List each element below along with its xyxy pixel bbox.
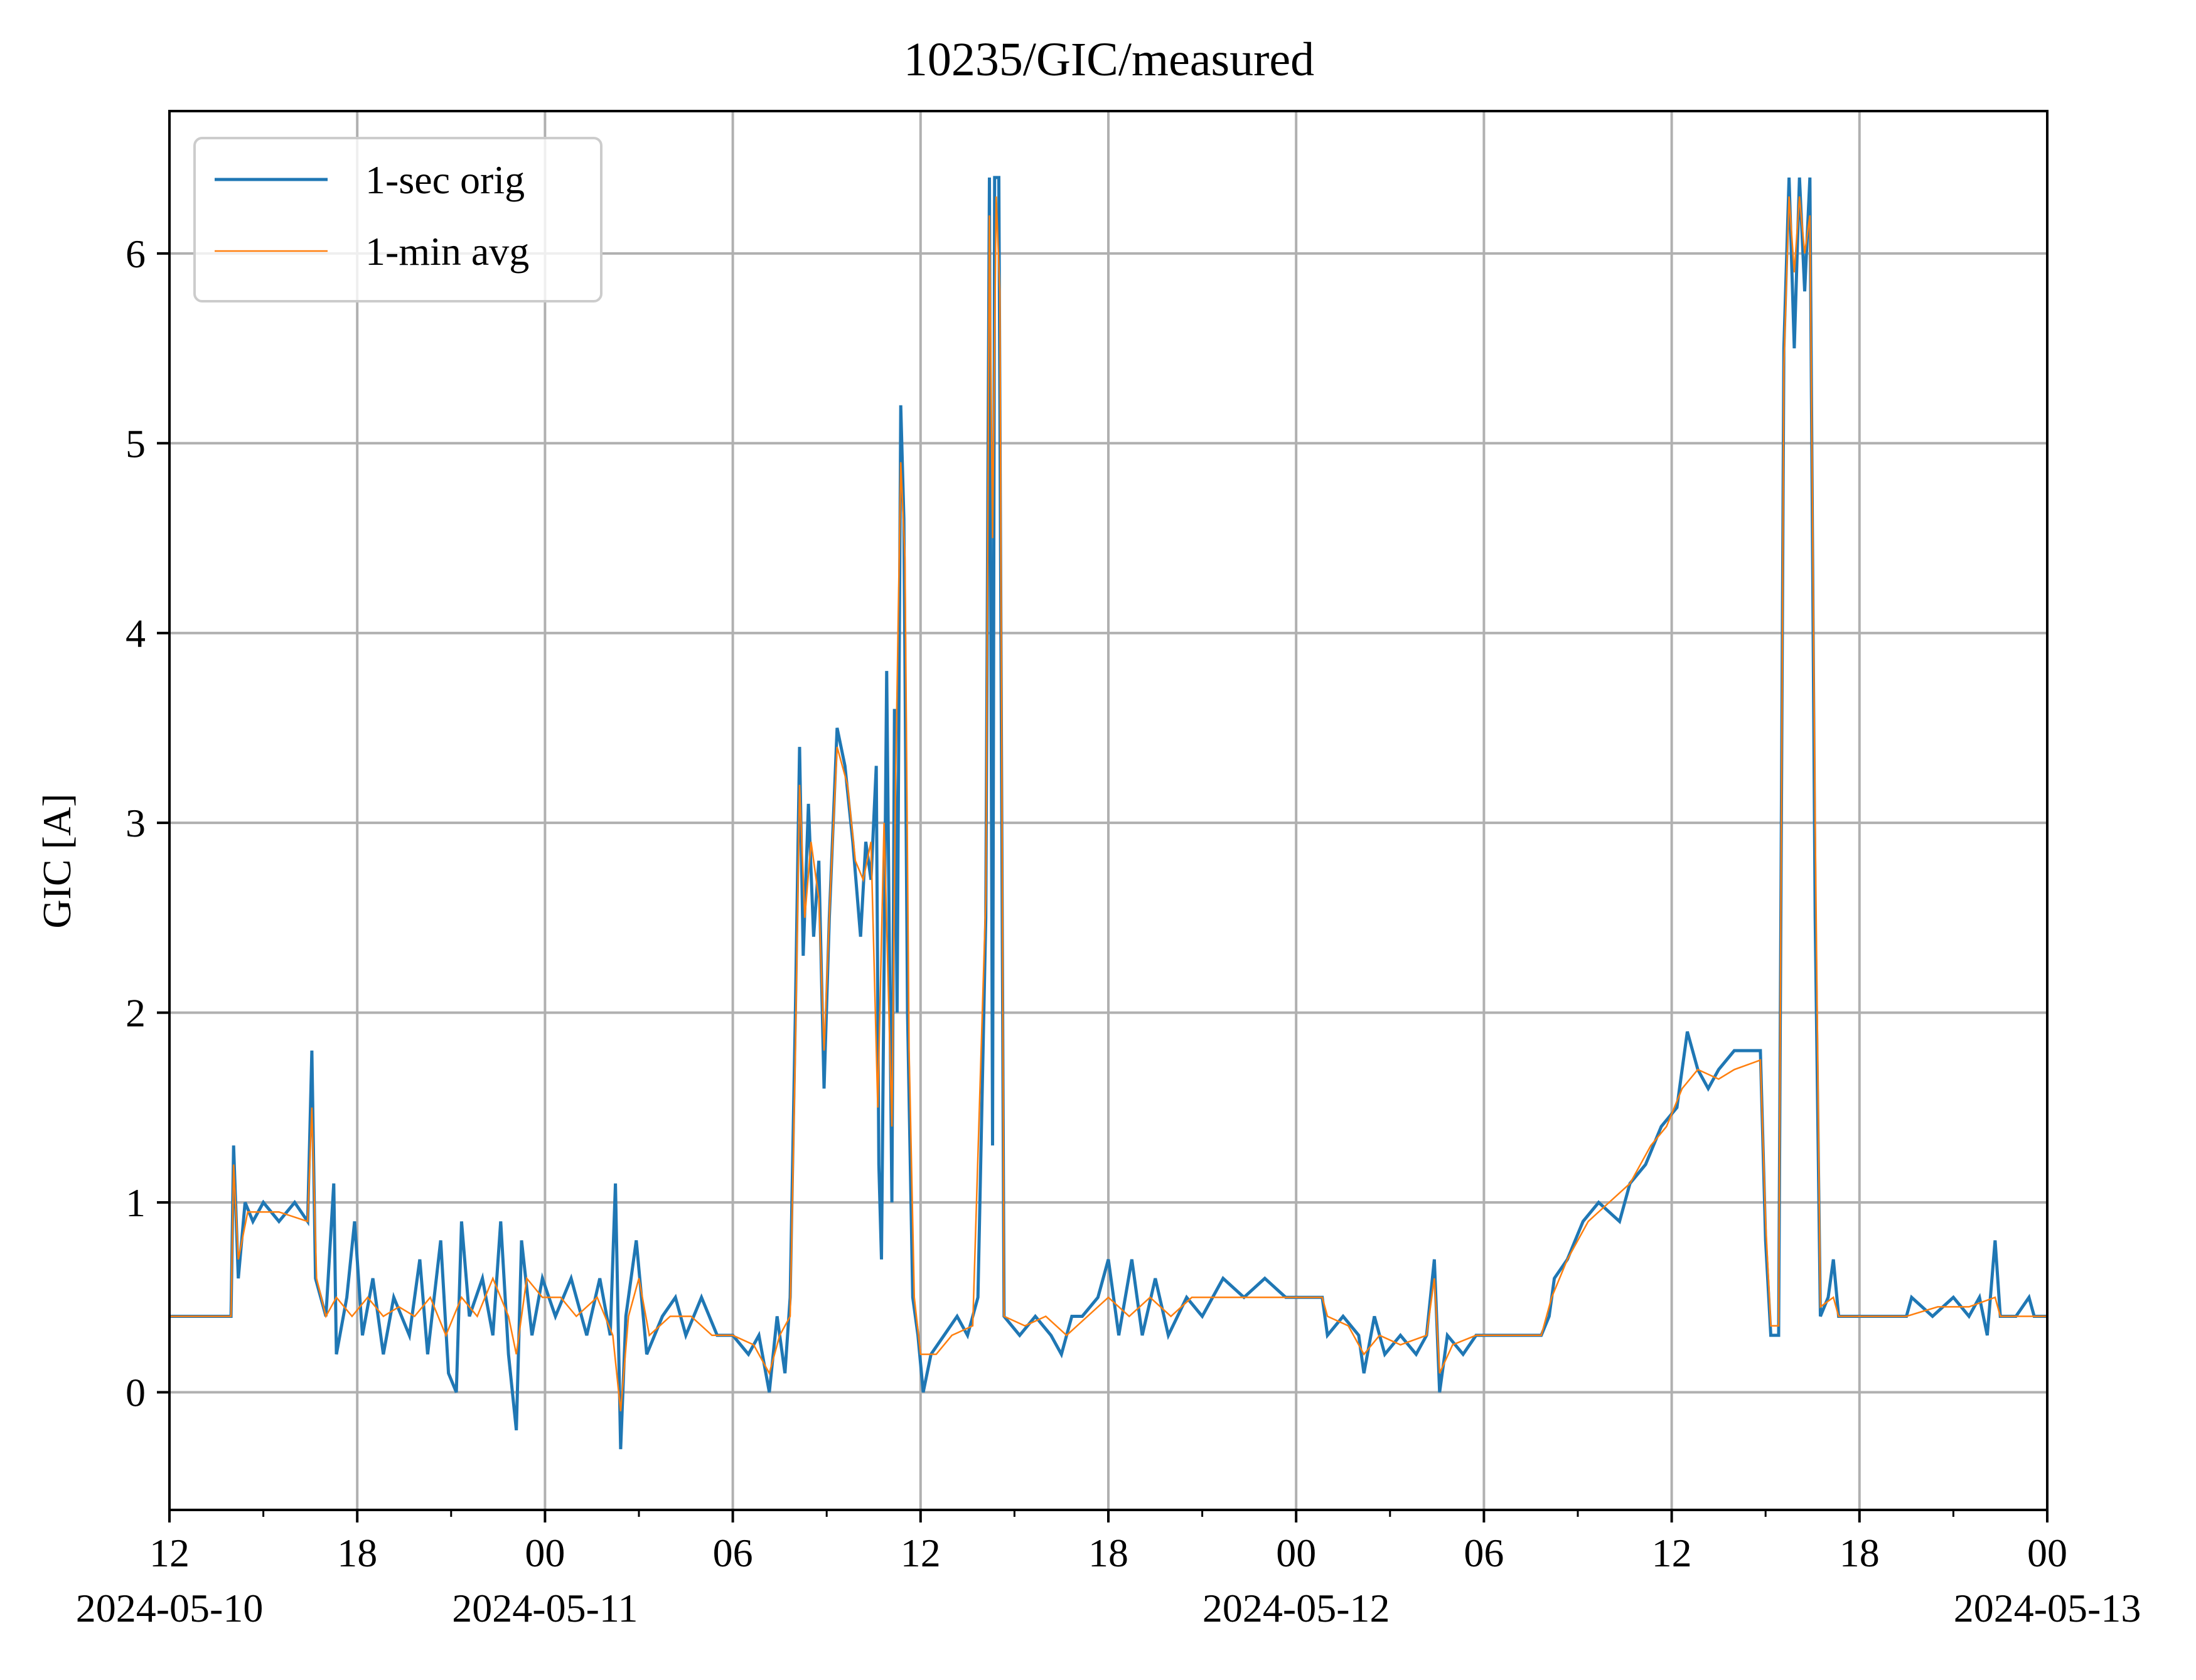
x-tick-date-label: 2024-05-11 — [452, 1586, 638, 1630]
y-tick-label: 6 — [126, 232, 146, 276]
y-tick-label: 3 — [126, 801, 146, 845]
x-tick-label: 06 — [713, 1531, 753, 1575]
y-tick-label: 5 — [126, 421, 146, 466]
legend-label: 1-sec orig — [365, 158, 525, 202]
x-tick-label: 00 — [1276, 1531, 1316, 1575]
x-tick-label: 06 — [1464, 1531, 1504, 1575]
chart-title: 10235/GIC/measured — [904, 33, 1314, 86]
y-axis-label: GIC [A] — [35, 793, 79, 928]
x-tick-label: 18 — [337, 1531, 377, 1575]
legend-label: 1-min avg — [365, 229, 529, 274]
y-tick-label: 2 — [126, 991, 146, 1035]
series-line-1-sec-orig — [169, 176, 2047, 1450]
series-line-1-min-avg — [169, 196, 2047, 1411]
plot-area — [169, 176, 2047, 1450]
x-tick-label: 12 — [1652, 1531, 1692, 1575]
x-tick-label: 12 — [149, 1531, 190, 1575]
x-tick-date-label: 2024-05-13 — [1954, 1586, 2141, 1630]
x-tick-date-label: 2024-05-12 — [1202, 1586, 1390, 1630]
legend: 1-sec orig 1-min avg — [193, 137, 603, 302]
x-tick-label: 00 — [2027, 1531, 2067, 1575]
x-tick-date-label: 2024-05-10 — [76, 1586, 264, 1630]
x-tick-label: 18 — [1088, 1531, 1128, 1575]
x-tick-label: 00 — [525, 1531, 565, 1575]
x-tick-label: 12 — [901, 1531, 941, 1575]
y-tick-label: 4 — [126, 611, 146, 656]
x-tick-label: 18 — [1840, 1531, 1880, 1575]
y-tick-label: 0 — [126, 1370, 146, 1415]
y-tick-label: 1 — [126, 1180, 146, 1225]
